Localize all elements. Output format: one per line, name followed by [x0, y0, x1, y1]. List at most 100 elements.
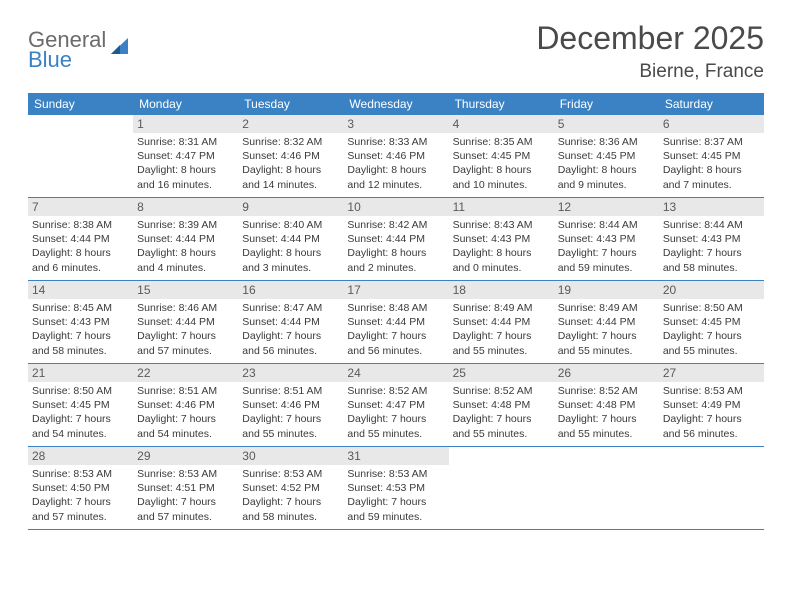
day-details: Sunrise: 8:50 AMSunset: 4:45 PMDaylight:… [28, 382, 133, 445]
day-number: 22 [133, 364, 238, 382]
day-number: 5 [554, 115, 659, 133]
sunset-text: Sunset: 4:53 PM [347, 481, 444, 495]
day-details: Sunrise: 8:44 AMSunset: 4:43 PMDaylight:… [554, 216, 659, 279]
daylight-text: Daylight: 8 hours and 12 minutes. [347, 163, 444, 191]
day-cell: 4Sunrise: 8:35 AMSunset: 4:45 PMDaylight… [449, 115, 554, 197]
sunset-text: Sunset: 4:44 PM [137, 315, 234, 329]
sunset-text: Sunset: 4:44 PM [453, 315, 550, 329]
day-cell: 22Sunrise: 8:51 AMSunset: 4:46 PMDayligh… [133, 364, 238, 446]
sunrise-text: Sunrise: 8:35 AM [453, 135, 550, 149]
daylight-text: Daylight: 8 hours and 16 minutes. [137, 163, 234, 191]
day-number: 28 [28, 447, 133, 465]
daylight-text: Daylight: 8 hours and 4 minutes. [137, 246, 234, 274]
day-number: 14 [28, 281, 133, 299]
day-cell: 20Sunrise: 8:50 AMSunset: 4:45 PMDayligh… [659, 281, 764, 363]
sunrise-text: Sunrise: 8:52 AM [347, 384, 444, 398]
day-number: 27 [659, 364, 764, 382]
daylight-text: Daylight: 8 hours and 9 minutes. [558, 163, 655, 191]
day-cell [28, 115, 133, 197]
sunrise-text: Sunrise: 8:50 AM [663, 301, 760, 315]
day-number: 25 [449, 364, 554, 382]
day-cell: 11Sunrise: 8:43 AMSunset: 4:43 PMDayligh… [449, 198, 554, 280]
day-cell: 15Sunrise: 8:46 AMSunset: 4:44 PMDayligh… [133, 281, 238, 363]
dow-saturday: Saturday [659, 93, 764, 115]
day-details: Sunrise: 8:53 AMSunset: 4:52 PMDaylight:… [238, 465, 343, 528]
day-details: Sunrise: 8:47 AMSunset: 4:44 PMDaylight:… [238, 299, 343, 362]
day-cell: 29Sunrise: 8:53 AMSunset: 4:51 PMDayligh… [133, 447, 238, 529]
daylight-text: Daylight: 7 hours and 55 minutes. [663, 329, 760, 357]
header: General Blue December 2025 Bierne, Franc… [28, 20, 764, 83]
day-number: 20 [659, 281, 764, 299]
daylight-text: Daylight: 8 hours and 2 minutes. [347, 246, 444, 274]
day-number: 16 [238, 281, 343, 299]
daylight-text: Daylight: 7 hours and 55 minutes. [453, 329, 550, 357]
day-details: Sunrise: 8:38 AMSunset: 4:44 PMDaylight:… [28, 216, 133, 279]
sunset-text: Sunset: 4:45 PM [32, 398, 129, 412]
sunrise-text: Sunrise: 8:43 AM [453, 218, 550, 232]
sunset-text: Sunset: 4:48 PM [558, 398, 655, 412]
day-details: Sunrise: 8:31 AMSunset: 4:47 PMDaylight:… [133, 133, 238, 196]
sunset-text: Sunset: 4:48 PM [453, 398, 550, 412]
sunset-text: Sunset: 4:45 PM [663, 149, 760, 163]
daylight-text: Daylight: 7 hours and 59 minutes. [347, 495, 444, 523]
sunset-text: Sunset: 4:47 PM [347, 398, 444, 412]
dow-friday: Friday [554, 93, 659, 115]
sunrise-text: Sunrise: 8:39 AM [137, 218, 234, 232]
day-details: Sunrise: 8:53 AMSunset: 4:53 PMDaylight:… [343, 465, 448, 528]
day-cell: 28Sunrise: 8:53 AMSunset: 4:50 PMDayligh… [28, 447, 133, 529]
sunset-text: Sunset: 4:46 PM [242, 398, 339, 412]
sunset-text: Sunset: 4:50 PM [32, 481, 129, 495]
day-details: Sunrise: 8:51 AMSunset: 4:46 PMDaylight:… [238, 382, 343, 445]
logo-text-blue: Blue [28, 50, 106, 70]
sunrise-text: Sunrise: 8:44 AM [663, 218, 760, 232]
day-number: 24 [343, 364, 448, 382]
day-cell: 10Sunrise: 8:42 AMSunset: 4:44 PMDayligh… [343, 198, 448, 280]
day-details: Sunrise: 8:37 AMSunset: 4:45 PMDaylight:… [659, 133, 764, 196]
day-number: 4 [449, 115, 554, 133]
location-label: Bierne, France [536, 61, 764, 83]
day-cell: 16Sunrise: 8:47 AMSunset: 4:44 PMDayligh… [238, 281, 343, 363]
day-details: Sunrise: 8:44 AMSunset: 4:43 PMDaylight:… [659, 216, 764, 279]
sunset-text: Sunset: 4:51 PM [137, 481, 234, 495]
logo: General Blue [28, 30, 134, 70]
day-cell: 7Sunrise: 8:38 AMSunset: 4:44 PMDaylight… [28, 198, 133, 280]
day-number: 3 [343, 115, 448, 133]
day-details: Sunrise: 8:39 AMSunset: 4:44 PMDaylight:… [133, 216, 238, 279]
sunset-text: Sunset: 4:44 PM [558, 315, 655, 329]
sunrise-text: Sunrise: 8:49 AM [453, 301, 550, 315]
day-details: Sunrise: 8:42 AMSunset: 4:44 PMDaylight:… [343, 216, 448, 279]
day-details: Sunrise: 8:53 AMSunset: 4:49 PMDaylight:… [659, 382, 764, 445]
day-number: 23 [238, 364, 343, 382]
day-number: 7 [28, 198, 133, 216]
day-cell: 2Sunrise: 8:32 AMSunset: 4:46 PMDaylight… [238, 115, 343, 197]
sunset-text: Sunset: 4:43 PM [663, 232, 760, 246]
dow-wednesday: Wednesday [343, 93, 448, 115]
sunset-text: Sunset: 4:49 PM [663, 398, 760, 412]
daylight-text: Daylight: 7 hours and 56 minutes. [347, 329, 444, 357]
day-details: Sunrise: 8:46 AMSunset: 4:44 PMDaylight:… [133, 299, 238, 362]
daylight-text: Daylight: 7 hours and 57 minutes. [32, 495, 129, 523]
day-cell: 6Sunrise: 8:37 AMSunset: 4:45 PMDaylight… [659, 115, 764, 197]
day-cell: 5Sunrise: 8:36 AMSunset: 4:45 PMDaylight… [554, 115, 659, 197]
day-details: Sunrise: 8:52 AMSunset: 4:48 PMDaylight:… [554, 382, 659, 445]
day-cell: 27Sunrise: 8:53 AMSunset: 4:49 PMDayligh… [659, 364, 764, 446]
day-cell: 25Sunrise: 8:52 AMSunset: 4:48 PMDayligh… [449, 364, 554, 446]
sunrise-text: Sunrise: 8:33 AM [347, 135, 444, 149]
day-details: Sunrise: 8:40 AMSunset: 4:44 PMDaylight:… [238, 216, 343, 279]
day-details: Sunrise: 8:53 AMSunset: 4:51 PMDaylight:… [133, 465, 238, 528]
daylight-text: Daylight: 7 hours and 58 minutes. [663, 246, 760, 274]
sunrise-text: Sunrise: 8:49 AM [558, 301, 655, 315]
sunset-text: Sunset: 4:46 PM [242, 149, 339, 163]
day-details: Sunrise: 8:50 AMSunset: 4:45 PMDaylight:… [659, 299, 764, 362]
daylight-text: Daylight: 7 hours and 58 minutes. [32, 329, 129, 357]
day-cell: 23Sunrise: 8:51 AMSunset: 4:46 PMDayligh… [238, 364, 343, 446]
sunset-text: Sunset: 4:44 PM [347, 315, 444, 329]
day-cell [449, 447, 554, 529]
daylight-text: Daylight: 8 hours and 7 minutes. [663, 163, 760, 191]
daylight-text: Daylight: 8 hours and 10 minutes. [453, 163, 550, 191]
daylight-text: Daylight: 8 hours and 3 minutes. [242, 246, 339, 274]
day-number: 18 [449, 281, 554, 299]
sunset-text: Sunset: 4:47 PM [137, 149, 234, 163]
daylight-text: Daylight: 8 hours and 0 minutes. [453, 246, 550, 274]
sunrise-text: Sunrise: 8:45 AM [32, 301, 129, 315]
